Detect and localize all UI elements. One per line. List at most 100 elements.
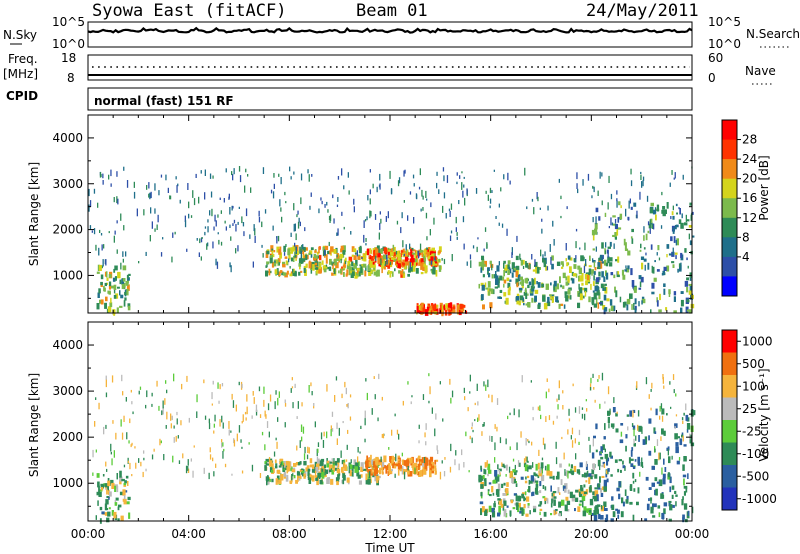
echo-cell bbox=[471, 422, 473, 427]
echo-cell bbox=[274, 269, 278, 275]
echo-cell bbox=[238, 425, 241, 433]
echo-cell bbox=[221, 383, 224, 387]
echo-cell bbox=[231, 205, 233, 211]
echo-cell bbox=[427, 255, 430, 261]
echo-cell bbox=[265, 476, 270, 481]
echo-cell bbox=[625, 499, 629, 504]
echo-cell bbox=[472, 429, 474, 433]
echo-cell bbox=[308, 250, 313, 255]
echo-cell bbox=[360, 474, 363, 478]
echo-cell bbox=[592, 463, 596, 471]
echo-cell bbox=[365, 460, 369, 468]
echo-cell bbox=[329, 461, 333, 464]
echo-cell bbox=[564, 483, 568, 490]
echo-cell bbox=[669, 381, 671, 385]
echo-cell bbox=[617, 256, 620, 263]
echo-cell bbox=[648, 450, 652, 456]
echo-cell bbox=[583, 506, 587, 512]
echo-cell bbox=[552, 296, 554, 302]
echo-cell bbox=[663, 508, 666, 515]
echo-cell bbox=[287, 467, 290, 472]
echo-cell bbox=[245, 417, 247, 421]
echo-cell bbox=[297, 221, 300, 229]
echo-cell bbox=[277, 397, 279, 406]
echo-cell bbox=[537, 462, 540, 470]
echo-cell bbox=[121, 283, 125, 289]
echo-cell bbox=[624, 269, 627, 272]
echo-cell bbox=[591, 269, 594, 274]
echo-cell bbox=[683, 478, 685, 486]
echo-cell bbox=[317, 472, 321, 478]
echo-cell bbox=[103, 244, 105, 249]
echo-cell bbox=[273, 183, 275, 189]
echo-cell bbox=[378, 262, 381, 267]
echo-cell bbox=[371, 408, 373, 415]
echo-cell bbox=[432, 270, 436, 275]
freq-label-line1: Freq. bbox=[8, 52, 38, 66]
echo-cell bbox=[682, 174, 684, 180]
echo-cell bbox=[583, 265, 586, 274]
echo-cell bbox=[148, 193, 150, 198]
echo-cell bbox=[422, 195, 424, 200]
echo-cell bbox=[518, 275, 521, 282]
echo-cell bbox=[100, 484, 104, 489]
echo-cell bbox=[388, 472, 391, 475]
frequency-panel: Freq. [MHz] 18 8 60 0 Nave bbox=[3, 51, 776, 85]
echo-cell bbox=[110, 443, 112, 452]
echo-cell bbox=[455, 450, 457, 456]
echo-cell bbox=[336, 438, 338, 445]
echo-cell bbox=[130, 444, 132, 448]
echo-cell bbox=[285, 201, 287, 204]
echo-cell bbox=[283, 245, 286, 252]
echo-cell bbox=[559, 276, 561, 284]
echo-cell bbox=[663, 283, 666, 287]
echo-cell bbox=[681, 432, 684, 436]
echo-cell bbox=[274, 260, 276, 263]
echo-cell bbox=[275, 259, 278, 264]
echo-cell bbox=[175, 176, 177, 180]
echo-cell bbox=[428, 373, 430, 377]
echo-cell bbox=[639, 191, 641, 200]
echo-cell bbox=[406, 249, 409, 256]
echo-cell bbox=[435, 270, 438, 277]
echo-cell bbox=[515, 483, 518, 487]
echo-cell bbox=[210, 191, 213, 198]
echo-cell bbox=[575, 273, 578, 278]
echo-cell bbox=[628, 200, 630, 209]
echo-cell bbox=[225, 226, 227, 231]
echo-cell bbox=[607, 410, 611, 416]
echo-cell bbox=[268, 268, 271, 276]
echo-cell bbox=[673, 177, 675, 180]
echo-cell bbox=[439, 471, 442, 480]
echo-cell bbox=[478, 474, 482, 481]
echo-cell bbox=[102, 173, 104, 179]
echo-cell bbox=[502, 493, 506, 496]
echo-cell bbox=[119, 479, 122, 485]
echo-cell bbox=[332, 263, 334, 270]
echo-cell bbox=[660, 403, 663, 410]
echo-cell bbox=[379, 249, 383, 254]
echo-cell bbox=[516, 265, 520, 271]
echo-cell bbox=[329, 258, 332, 265]
echo-cell bbox=[359, 271, 361, 277]
echo-cell bbox=[594, 490, 599, 497]
echo-cell bbox=[438, 250, 441, 254]
echo-cell bbox=[651, 465, 655, 470]
echo-cell bbox=[354, 252, 357, 255]
echo-cell bbox=[541, 468, 543, 475]
echo-cell bbox=[138, 261, 140, 264]
echo-cell bbox=[238, 381, 240, 386]
echo-cell bbox=[659, 405, 661, 412]
echo-cell bbox=[131, 401, 133, 405]
echo-cell bbox=[559, 492, 561, 495]
echo-cell bbox=[650, 309, 652, 313]
echo-cell bbox=[519, 288, 522, 293]
echo-cell bbox=[284, 191, 286, 196]
echo-cell bbox=[610, 518, 614, 522]
echo-cell bbox=[598, 513, 601, 520]
echo-cell bbox=[390, 251, 393, 255]
echo-cell bbox=[424, 432, 426, 438]
echo-cell bbox=[434, 256, 437, 260]
echo-cell bbox=[450, 443, 452, 452]
echo-cell bbox=[522, 265, 525, 269]
